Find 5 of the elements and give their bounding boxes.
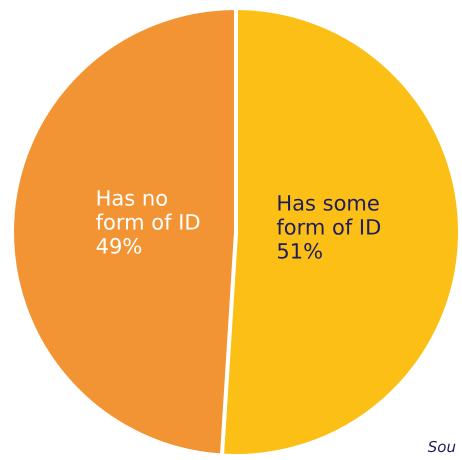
data-label: 51% [276, 239, 324, 264]
data-label: 49% [96, 234, 142, 259]
text: Sou [428, 438, 456, 456]
slice-label: Has some form of ID [276, 191, 382, 240]
slice-label: Has no form of ID [96, 186, 201, 235]
